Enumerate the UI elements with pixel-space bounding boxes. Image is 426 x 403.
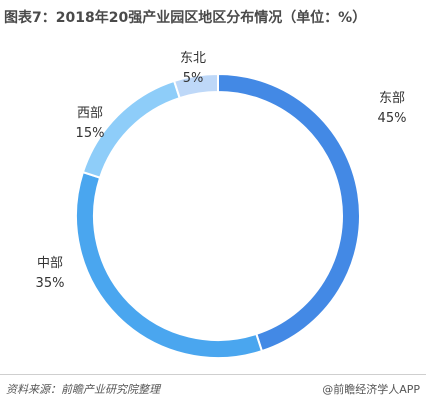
chart-title: 图表7：2018年20强产业园区地区分布情况（单位：%） xyxy=(4,10,367,26)
slice-0 xyxy=(217,72,361,353)
slice-value-2: 15% xyxy=(76,126,105,141)
slices-group xyxy=(75,72,361,359)
slice-label-2: 西部 xyxy=(77,106,103,121)
slice-1 xyxy=(75,170,264,359)
slice-3 xyxy=(172,72,219,100)
footer: 资料来源：前瞻产业研究院整理 @前瞻经济学人APP xyxy=(0,374,426,403)
labels-group: 东部 45% 中部 35% 西部 15% 东北 5% xyxy=(36,51,407,291)
slice-label-3: 东北 xyxy=(180,51,206,66)
slice-value-3: 5% xyxy=(183,71,204,86)
slice-label-0: 东部 xyxy=(379,91,405,106)
donut-chart: 东部 45% 中部 35% 西部 15% 东北 5% xyxy=(36,51,407,359)
slice-value-1: 35% xyxy=(36,276,65,291)
source-text: 资料来源：前瞻产业研究院整理 xyxy=(6,383,160,396)
slice-label-1: 中部 xyxy=(37,256,63,271)
credit-text: @前瞻经济学人APP xyxy=(322,383,420,396)
slice-value-0: 45% xyxy=(378,111,407,126)
